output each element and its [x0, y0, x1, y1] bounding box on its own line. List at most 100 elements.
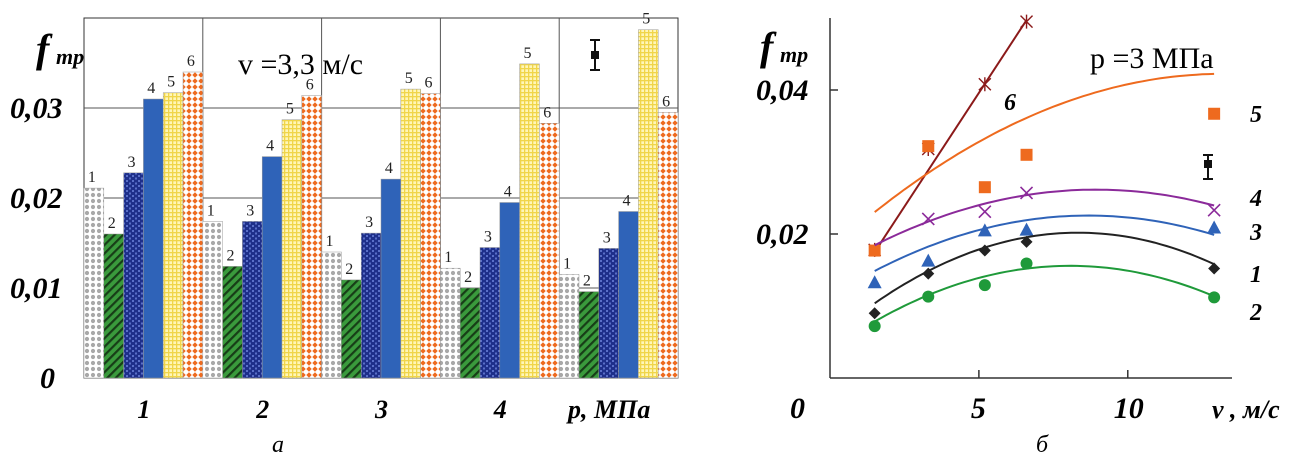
bar-label: 3 — [603, 229, 611, 246]
x-tick-labels: 1 2 3 4 — [137, 395, 506, 424]
bar — [479, 247, 501, 379]
bar — [261, 156, 283, 379]
data-point — [1208, 291, 1221, 304]
x-tick-labels: 0 5 10 — [790, 370, 1144, 425]
panel-label: а — [272, 432, 284, 458]
bar-label: 2 — [227, 247, 235, 264]
bar — [578, 291, 600, 379]
bar — [539, 123, 560, 379]
data-point — [868, 320, 881, 333]
bar — [657, 112, 679, 379]
bar — [281, 119, 303, 379]
fit-line — [874, 72, 1215, 213]
data-point — [978, 181, 991, 194]
x-tick-label: 10 — [1114, 392, 1144, 425]
y-tick-label: 0,02 — [10, 182, 63, 215]
bar-label: 1 — [326, 233, 334, 250]
x-axis-label: v , м/с — [1212, 395, 1280, 424]
bar — [162, 92, 184, 379]
bar-label: 4 — [504, 184, 512, 201]
x-tick-label: 1 — [137, 395, 150, 424]
y-tick-label: 0,01 — [10, 272, 63, 305]
y-tick-labels: 0,02 0,04 — [756, 74, 838, 251]
bar — [558, 274, 580, 379]
bar-label: 2 — [464, 269, 472, 286]
y-axis-label-main: f — [36, 26, 53, 71]
bar — [499, 202, 520, 379]
data-point — [977, 223, 992, 237]
series-group — [867, 14, 1222, 333]
bar-label: 3 — [365, 214, 373, 231]
data-point — [922, 267, 935, 280]
bar — [143, 98, 164, 379]
data-point — [978, 279, 991, 292]
bar-label: 5 — [642, 11, 650, 28]
bar — [83, 187, 105, 379]
panel-label: б — [1036, 432, 1049, 458]
bar — [202, 221, 223, 379]
bar-label: 6 — [187, 53, 195, 70]
fit-line — [874, 188, 1215, 247]
series-label: 6 — [1004, 90, 1016, 116]
data-point — [867, 275, 882, 289]
bar-label: 1 — [563, 256, 571, 273]
bar — [242, 221, 263, 379]
series-label: 5 — [1250, 102, 1262, 128]
bar-label: 4 — [623, 193, 631, 210]
x-tick-label: 4 — [493, 395, 507, 424]
y-axis-label-main: f — [760, 24, 777, 69]
bar — [459, 287, 481, 379]
bar — [380, 178, 402, 379]
fit-line — [874, 214, 1215, 272]
bar-label: 4 — [385, 160, 393, 177]
bar-label: 1 — [88, 169, 96, 186]
bar-label: 6 — [425, 75, 433, 92]
bar-label: 1 — [207, 202, 215, 219]
y-axis-label-sub: тр — [56, 44, 84, 69]
data-point — [921, 253, 936, 267]
bar — [638, 29, 659, 379]
bar — [519, 63, 540, 379]
data-point — [978, 205, 992, 219]
bars — [83, 29, 679, 379]
bar — [400, 88, 421, 379]
bar-label: 6 — [306, 76, 314, 93]
line-chart-panel: 0,02 0,04 0 5 10 6 5 4 3 1 2 f тр v , м/с p =3 М… — [756, 14, 1280, 458]
bar — [222, 266, 243, 379]
series-labels: 6 5 4 3 1 2 — [1004, 90, 1262, 326]
bar — [618, 211, 639, 379]
bar — [321, 251, 342, 379]
bar-label: 1 — [444, 249, 452, 266]
bar — [123, 172, 144, 379]
data-point — [1020, 148, 1033, 161]
x-tick-label: 5 — [971, 392, 986, 425]
bar — [341, 279, 362, 379]
bar-label: 3 — [484, 229, 492, 246]
data-point — [922, 290, 935, 303]
error-bar — [1203, 154, 1213, 180]
bar-label: 2 — [345, 261, 353, 278]
x-tick-label: 0 — [790, 392, 805, 425]
fit-line — [873, 19, 1028, 253]
bar-label: 5 — [286, 101, 294, 118]
bar-label: 2 — [583, 273, 591, 290]
error-bar — [590, 39, 600, 71]
data-point — [978, 244, 991, 257]
data-point — [1020, 235, 1033, 248]
bar — [598, 248, 619, 379]
series-label: 1 — [1250, 262, 1262, 288]
series-label: 3 — [1249, 220, 1262, 246]
data-point — [1208, 262, 1221, 275]
bar — [301, 95, 322, 379]
bar — [440, 267, 461, 379]
bar-label: 6 — [543, 104, 551, 121]
data-point — [1207, 220, 1222, 234]
bar-label: 5 — [167, 74, 175, 91]
y-tick-labels: 0 0,01 0,02 0,03 — [10, 92, 63, 395]
annotation: p =3 МПа — [1090, 42, 1214, 75]
y-axis-label-sub: тр — [780, 42, 808, 67]
series-label: 2 — [1249, 300, 1262, 326]
